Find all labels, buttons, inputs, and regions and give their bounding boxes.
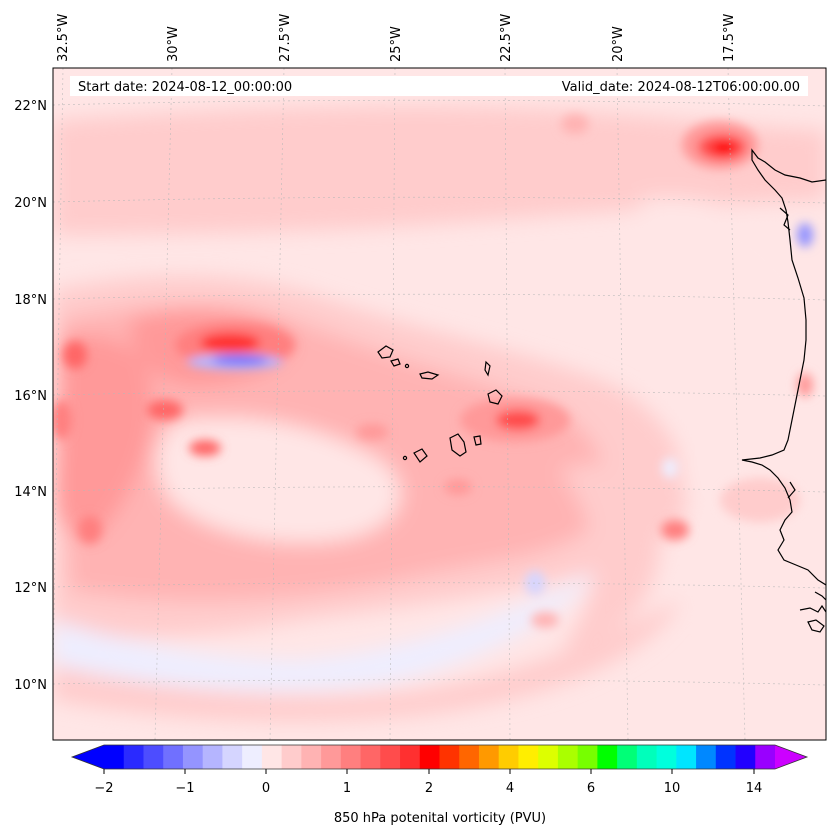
colorbar-cell [301, 745, 322, 769]
lon-labels: 32.5°W 30°W 27.5°W 25°W 22.5°W 20°W 17.5… [56, 14, 737, 62]
colorbar-cell [459, 745, 480, 769]
colorbar-cell [321, 745, 342, 769]
lon-label: 25°W [389, 26, 404, 62]
colorbar-tick: 10 [664, 781, 681, 796]
colorbar-cell [163, 745, 184, 769]
lat-label: 12°N [14, 581, 47, 596]
map-panel: Start date: 2024-08-12_00:00:00 Valid_da… [53, 68, 826, 740]
colorbar-cell [656, 745, 677, 769]
colorbar-cell [400, 745, 421, 769]
lat-label: 20°N [14, 196, 47, 211]
colorbar-cell [755, 745, 776, 769]
start-date-label: Start date: 2024-08-12_00:00:00 [78, 80, 292, 95]
colorbar-cell [617, 745, 638, 769]
colorbar-cell [735, 745, 756, 769]
colorbar-cell [597, 745, 618, 769]
header-bar: Start date: 2024-08-12_00:00:00 Valid_da… [70, 76, 808, 96]
colorbar-tick: 1 [343, 781, 351, 796]
lat-label: 18°N [14, 293, 47, 308]
graticule [53, 68, 826, 740]
colorbar-cell [261, 745, 283, 769]
colorbar-tick: −2 [94, 781, 113, 796]
colorbar-cell [202, 745, 223, 769]
colorbar-tick: 14 [746, 781, 763, 796]
colorbar-tick: 0 [262, 781, 270, 796]
lat-label: 10°N [14, 678, 47, 693]
colorbar-cell [715, 745, 736, 769]
lat-labels: 22°N 20°N 18°N 16°N 14°N 12°N 10°N [14, 99, 47, 693]
colorbar-extend-high [775, 745, 807, 769]
colorbar-cell [518, 745, 539, 769]
colorbar-cell [498, 745, 519, 769]
colorbar-cell [143, 745, 164, 769]
cape-verde-islands [377, 345, 503, 463]
colorbar-cell [538, 745, 559, 769]
lon-label: 30°W [166, 26, 181, 62]
colorbar-tick: 2 [425, 781, 433, 796]
colorbar-cell [439, 745, 460, 769]
lat-label: 22°N [14, 99, 47, 114]
colorbar-cell [340, 745, 361, 769]
colorbar-cell [577, 745, 598, 769]
valid-date-label: Valid_date: 2024-08-12T06:00:00.00 [562, 80, 800, 95]
colorbar-cell [696, 745, 717, 769]
pv-features [53, 114, 813, 628]
colorbar-cell [242, 745, 263, 769]
colorbar-cell [636, 745, 657, 769]
lon-label: 27.5°W [278, 14, 293, 62]
colorbar-tick: 4 [506, 781, 514, 796]
lat-label: 14°N [14, 485, 47, 500]
colorbar-tick: 6 [587, 781, 595, 796]
map-frame [52, 67, 827, 741]
colorbar-extend-low [72, 745, 104, 769]
colorbar-cell [222, 745, 243, 769]
lon-label: 22.5°W [499, 14, 514, 62]
colorbar-cell [380, 745, 401, 769]
colorbar-cell [281, 745, 302, 769]
colorbar-cell [182, 745, 204, 769]
lon-label: 20°W [611, 26, 626, 62]
lon-label: 32.5°W [56, 14, 71, 62]
coastlines [741, 148, 826, 633]
colorbar-cell [557, 745, 579, 769]
colorbar-tick-labels: −2 −1 0 1 2 4 6 10 14 [94, 781, 762, 796]
colorbar-cell [104, 745, 125, 769]
colorbar: −2 −1 0 1 2 4 6 10 14 850 hPa potenital … [70, 744, 809, 826]
colorbar-cell [123, 745, 144, 769]
colorbar-cell [419, 745, 440, 769]
colorbar-tick: −1 [175, 781, 194, 796]
lat-label: 16°N [14, 389, 47, 404]
colorbar-cell [676, 745, 697, 769]
colorbar-label: 850 hPa potenital vorticity (PVU) [334, 811, 546, 826]
lon-label: 17.5°W [722, 14, 737, 62]
colorbar-cell [360, 745, 381, 769]
colorbar-cell [478, 745, 500, 769]
